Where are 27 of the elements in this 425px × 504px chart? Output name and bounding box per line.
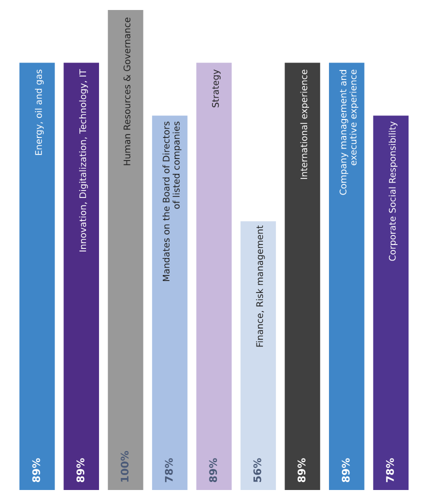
x-tick-label: Finance, Risk management [256,225,265,347]
bar [373,116,409,490]
data-label: 78% [164,458,173,482]
bar [328,62,364,490]
x-tick-label: Mandates on the Board of Directors of listed companies [162,122,182,282]
x-tick-label: Strategy [212,69,221,108]
data-label: 89% [342,458,350,482]
data-label: 100% [120,450,129,482]
data-label: 56% [253,458,262,482]
data-label: 89% [76,458,84,482]
bar [284,62,320,490]
x-tick-label: Human Resources & Governance [124,18,130,166]
data-label: 89% [209,458,218,482]
bar [152,116,188,490]
bar [108,10,144,490]
bar [196,62,232,490]
bar [240,221,276,490]
bar [64,62,100,490]
data-label: 89% [32,458,40,482]
data-label: 78% [386,458,394,482]
x-tick-label: Corporate Social Responsibility [388,121,398,261]
x-tick-label: International experience [300,70,310,179]
data-label: 89% [298,458,306,482]
bar [19,62,55,490]
x-tick-label: Energy, oil and gas [34,70,44,155]
x-tick-label: Company management and executive experience [339,70,358,195]
x-tick-label: Innovation, Digitalization, Technology, IT [79,69,88,252]
